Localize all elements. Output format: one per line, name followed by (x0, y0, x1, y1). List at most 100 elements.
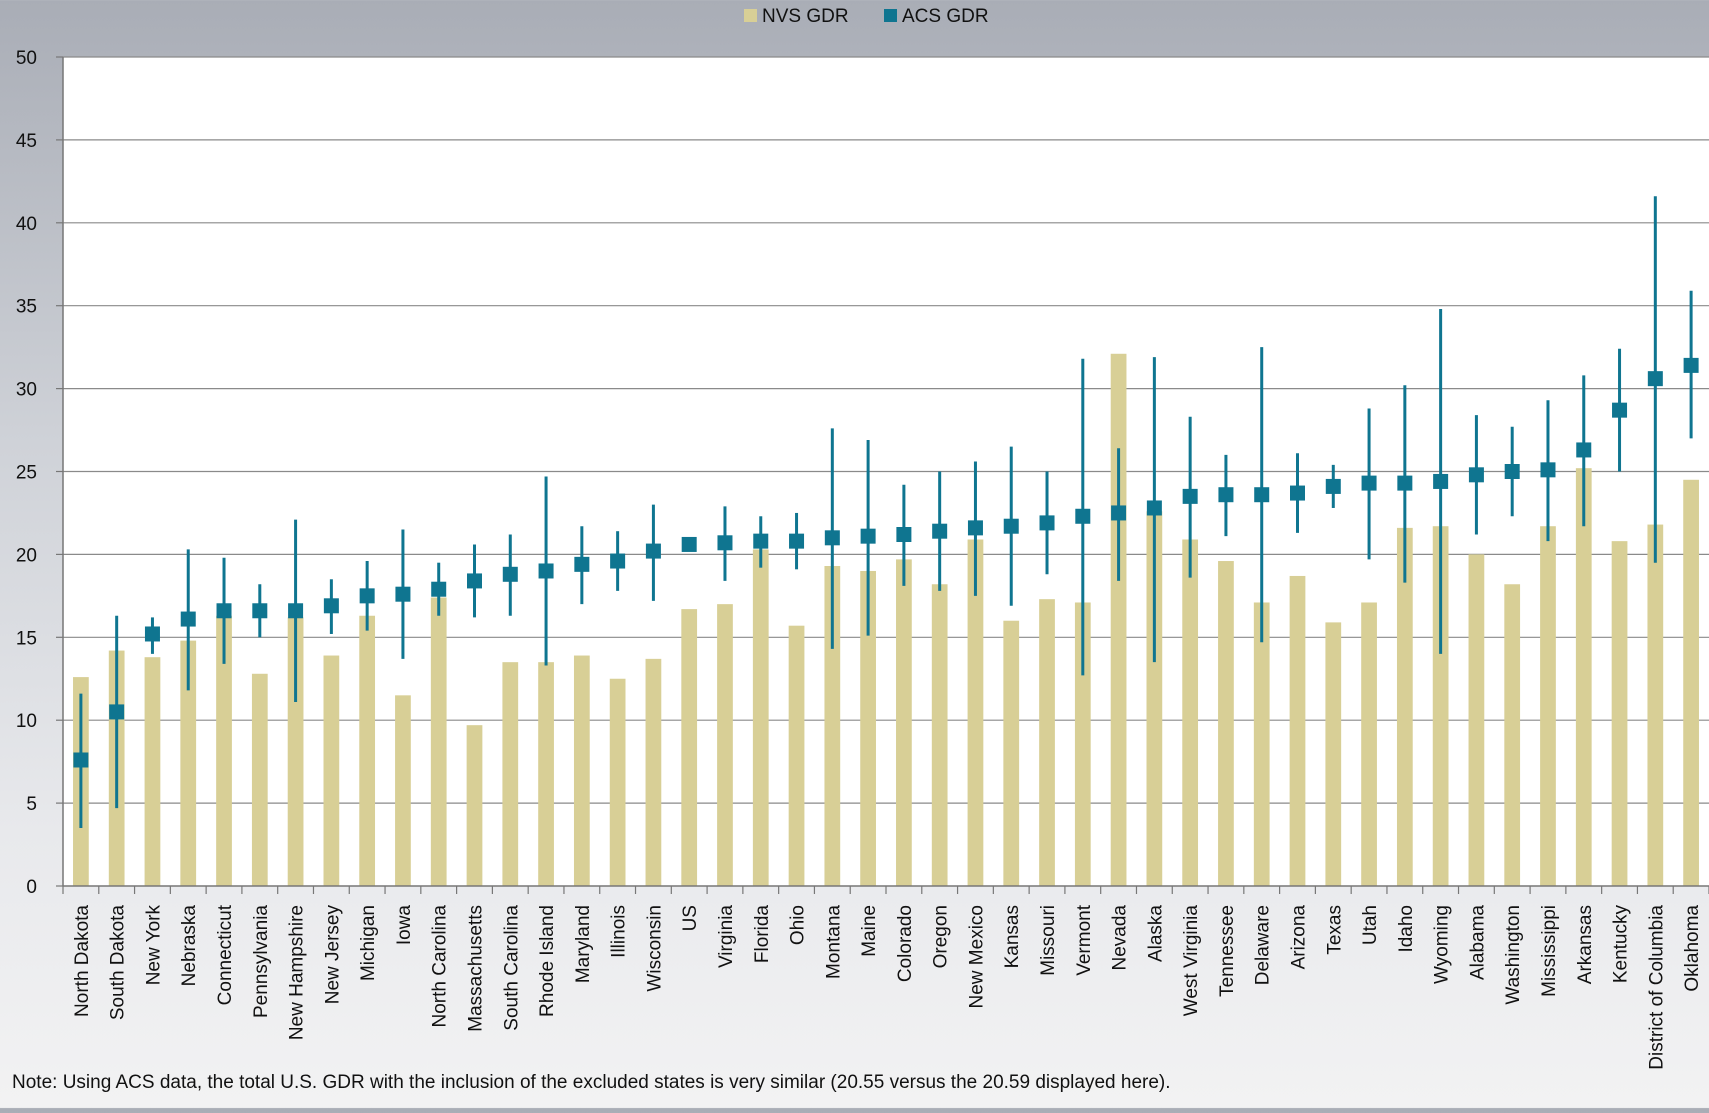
acs-point (932, 523, 948, 539)
nvs-bars (73, 353, 1699, 887)
acs-point (896, 527, 912, 543)
x-tick-label: Mississippi (1539, 905, 1560, 997)
x-tick-label: North Carolina (430, 905, 451, 1028)
acs-point (1039, 515, 1055, 531)
nvs-bar (752, 549, 769, 886)
x-tick-label: New York (143, 905, 164, 986)
acs-point (1290, 485, 1305, 501)
x-tick-label: Wisconsin (644, 905, 665, 992)
acs-point (789, 533, 805, 549)
nvs-bar (681, 609, 698, 886)
acs-point (323, 598, 339, 614)
acs-point (1433, 473, 1449, 489)
nvs-bar (466, 725, 483, 886)
x-tick-label: South Carolina (501, 905, 522, 1031)
legend-label-acs: ACS GDR (902, 6, 989, 27)
x-tick-label: Nebraska (179, 905, 200, 987)
acs-point (717, 535, 733, 551)
y-tick-label: 5 (26, 794, 37, 815)
nvs-bar (1110, 353, 1127, 887)
acs-point (1075, 508, 1091, 524)
x-tick-label: Maine (859, 905, 880, 957)
x-tick-label: Oklahoma (1682, 905, 1703, 992)
nvs-bar (1683, 479, 1699, 886)
x-tick-label: Tennessee (1217, 905, 1238, 997)
nvs-bar (1253, 602, 1270, 886)
x-tick-label: Ohio (788, 905, 809, 945)
nvs-bar (216, 615, 232, 886)
legend: NVS GDR ACS GDR (744, 6, 989, 27)
x-tick-label: Nevada (1110, 905, 1131, 971)
nvs-bar (1575, 468, 1592, 886)
acs-point (395, 586, 411, 602)
x-tick-label: Massachusetts (466, 905, 487, 1032)
nvs-bar (896, 559, 912, 886)
acs-point (574, 556, 590, 572)
nvs-bar (967, 539, 984, 886)
nvs-bar (1003, 620, 1020, 886)
x-tick-label: Delaware (1253, 905, 1274, 985)
nvs-bar (1039, 599, 1055, 886)
y-tick-label: 10 (16, 711, 37, 732)
x-tick-label: Washington (1503, 905, 1524, 1005)
acs-point (288, 603, 304, 619)
nvs-bar (502, 662, 519, 886)
x-tick-label: Vermont (1074, 904, 1095, 975)
legend-label-nvs: NVS GDR (762, 6, 849, 27)
x-tick-label: Alaska (1145, 905, 1166, 962)
x-tick-label: Oregon (931, 905, 952, 968)
nvs-bar (1074, 602, 1091, 886)
acs-point (431, 581, 447, 597)
acs-point (1576, 442, 1592, 458)
x-tick-label: Pennsylvania (251, 905, 272, 1018)
x-tick-label: Florida (752, 905, 773, 964)
nvs-bar (287, 617, 304, 886)
nvs-bar (1289, 575, 1306, 886)
acs-point (1612, 402, 1628, 418)
y-tick-label: 35 (16, 297, 37, 318)
acs-point (681, 536, 697, 552)
y-tick-label: 20 (16, 545, 37, 566)
acs-point (180, 611, 196, 627)
nvs-bar (1396, 527, 1413, 886)
acs-point (1218, 487, 1234, 503)
nvs-bar (1432, 526, 1449, 886)
nvs-bar (1325, 622, 1342, 886)
y-tick-label: 25 (16, 463, 37, 484)
x-tick-label: Kentucky (1611, 905, 1632, 984)
x-tick-label: New Hampshire (287, 905, 308, 1040)
nvs-bar (1218, 561, 1234, 886)
x-tick-label: Kansas (1002, 905, 1023, 968)
legend-swatch-nvs (744, 9, 757, 22)
acs-point (1254, 487, 1270, 503)
x-tick-labels: North Dakota South Dakota New York Nebraska… (72, 904, 1703, 1069)
acs-point (1504, 464, 1520, 479)
acs-point (1111, 505, 1127, 521)
nvs-bar (860, 570, 876, 886)
y-tick-labels: 0 5 10 15 20 25 30 35 40 45 50 (16, 48, 37, 898)
nvs-bar (144, 657, 161, 886)
y-tick-label: 15 (16, 628, 37, 649)
nvs-bar (645, 658, 662, 886)
acs-point (1361, 475, 1377, 491)
nvs-bar (430, 597, 447, 886)
x-tick-label: Rhode Island (537, 905, 558, 1017)
acs-point (1182, 488, 1198, 504)
acs-point (753, 533, 769, 549)
nvs-bar (1361, 602, 1377, 886)
x-tick-label: Illinois (609, 905, 630, 958)
nvs-bar (1146, 511, 1163, 886)
x-tick-label: Michigan (358, 905, 379, 981)
nvs-bar (931, 584, 948, 886)
gridlines (56, 56, 1709, 887)
nvs-bar (1468, 554, 1485, 886)
x-tick-label: Iowa (394, 905, 415, 946)
nvs-bar (395, 695, 411, 886)
axes (62, 57, 1709, 894)
nvs-bar (251, 673, 268, 886)
acs-point (467, 573, 482, 589)
acs-point (1003, 518, 1019, 534)
acs-point (824, 530, 840, 546)
x-tick-label: Texas (1324, 905, 1345, 955)
